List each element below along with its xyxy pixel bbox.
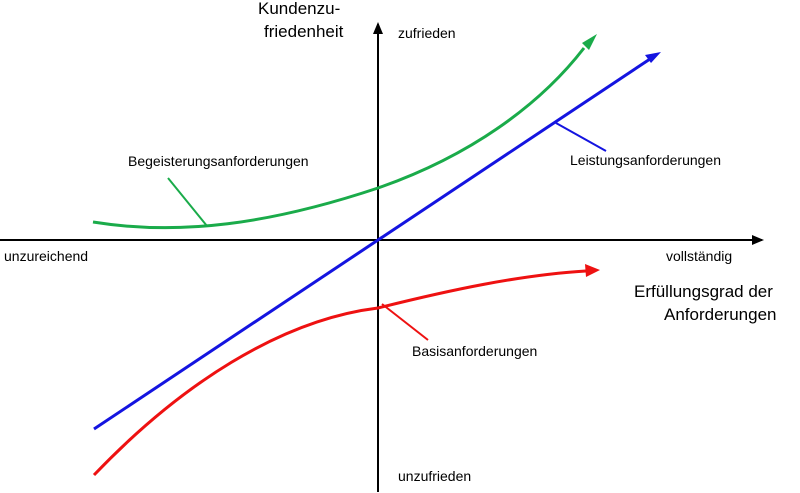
basic-leader-line xyxy=(381,303,429,341)
excitement-curve xyxy=(92,47,586,230)
basic-label: Basisanforderungen xyxy=(412,343,537,359)
x-axis-title-line2: Anforderungen xyxy=(664,305,776,324)
x-axis-left-label: unzureichend xyxy=(4,248,88,264)
excitement-arrowhead xyxy=(582,34,597,50)
performance-arrowhead xyxy=(645,52,661,63)
basic-arrowhead xyxy=(585,264,600,277)
y-axis-bottom-label: unzufrieden xyxy=(398,468,471,484)
performance-line xyxy=(93,57,651,431)
performance-label: Leistungsanforderungen xyxy=(570,152,721,168)
x-axis-title-line1: Erfüllungsgrad der xyxy=(634,282,773,301)
excitement-label: Begeisterungsanforderungen xyxy=(128,153,309,169)
excitement-leader-line xyxy=(167,177,208,227)
performance-leader-line xyxy=(555,122,607,152)
y-axis-title-line1: Kundenzu- xyxy=(258,0,340,18)
y-axis-title-line2: friedenheit xyxy=(264,22,344,41)
basic-curve xyxy=(92,269,587,477)
y-axis-top-label: zufrieden xyxy=(398,25,456,41)
x-axis-right-label: vollständig xyxy=(666,248,732,264)
